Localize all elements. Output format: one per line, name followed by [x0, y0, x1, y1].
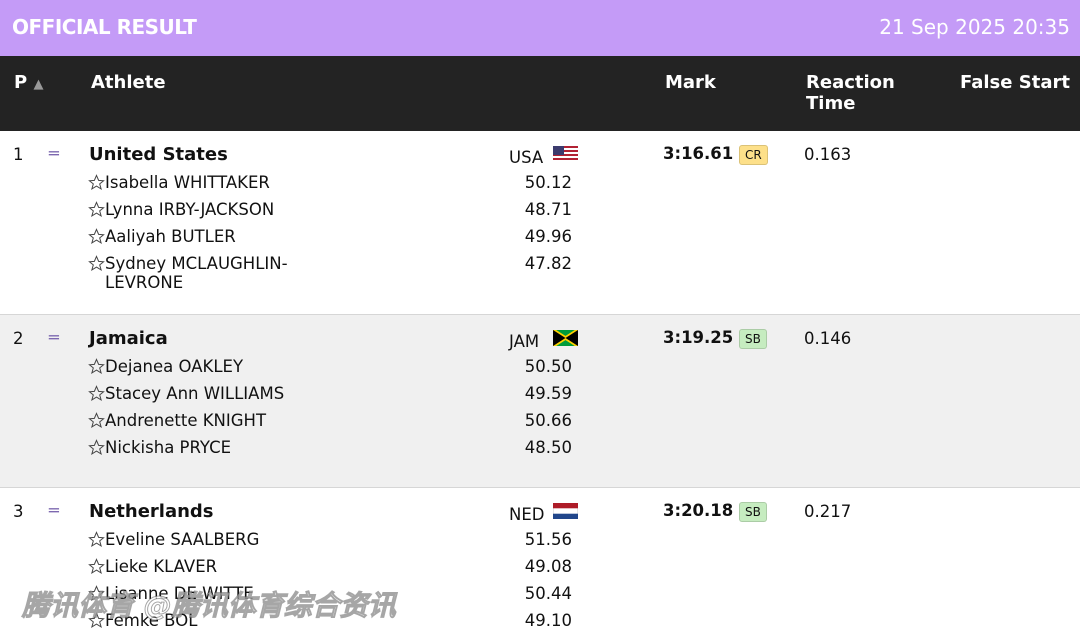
split-time: 49.59 [524, 384, 572, 403]
split-time: 49.96 [524, 227, 572, 246]
split-time: 50.50 [524, 357, 572, 376]
team-name: Netherlands [89, 501, 214, 522]
split-time: 49.10 [524, 611, 572, 630]
favorite-star[interactable] [88, 612, 105, 629]
flag [553, 146, 578, 162]
split-time: 50.44 [524, 584, 572, 603]
mark: 3:19.25 SB [663, 328, 767, 349]
mark-time: 3:20.18 [663, 501, 734, 520]
result-row: 1 ═ United States Isabella WHITTAKER 50.12 Ly… [0, 131, 1080, 315]
rows: 1 ═ United States Isabella WHITTAKER 50.12 Ly… [0, 131, 1080, 638]
split-time: 47.82 [524, 254, 572, 273]
col-athlete: Athlete [91, 72, 166, 93]
favorite-star[interactable] [88, 228, 105, 245]
split-time: 49.08 [524, 557, 572, 576]
team-name: United States [89, 144, 228, 165]
table-header: P ▲ Athlete Mark Reaction Time False Sta… [0, 56, 1080, 131]
position: 1 [13, 145, 24, 164]
reaction-time: 0.163 [804, 145, 852, 164]
tie-icon: ═ [49, 501, 59, 520]
col-false-start: False Start [960, 72, 1070, 93]
favorite-star[interactable] [88, 174, 105, 191]
athlete-name: Lynna IRBY-JACKSON [105, 200, 275, 219]
record-badge: SB [739, 329, 767, 349]
col-mark: Mark [665, 72, 716, 93]
athlete: Lieke KLAVER 49.08 [88, 557, 1080, 584]
country-code: JAM [509, 332, 540, 351]
title-bar: OFFICIAL RESULT 21 Sep 2025 20:35 [0, 0, 1080, 56]
athlete-name: Sydney MCLAUGHLIN-LEVRONE [105, 254, 288, 292]
athlete: Dejanea OAKLEY 50.50 [88, 357, 1080, 384]
position: 2 [13, 329, 24, 348]
athlete: Isabella WHITTAKER 50.12 [88, 173, 1080, 200]
result-row: 3 ═ Netherlands Eveline SAALBERG 51.56 Lieke … [0, 488, 1080, 638]
position: 3 [13, 502, 24, 521]
athlete-name: Lisanne DE WITTE [105, 584, 254, 603]
datetime: 21 Sep 2025 20:35 [879, 15, 1070, 39]
athlete-name: Eveline SAALBERG [105, 530, 260, 549]
record-badge: CR [739, 145, 768, 165]
country-code: NED [509, 505, 545, 524]
country-code: USA [509, 148, 544, 167]
favorite-star[interactable] [88, 439, 105, 456]
athlete: Sydney MCLAUGHLIN-LEVRONE 47.82 [88, 254, 1080, 292]
athlete-name: Dejanea OAKLEY [105, 357, 244, 376]
athlete-name: Isabella WHITTAKER [105, 173, 270, 192]
athlete: Nickisha PRYCE 48.50 [88, 438, 1080, 465]
favorite-star[interactable] [88, 412, 105, 429]
watermark: 腾讯体育 @腾讯体育综合资讯 [22, 589, 397, 623]
split-time: 48.50 [524, 438, 572, 457]
mark: 3:16.61 CR [663, 144, 768, 165]
favorite-star[interactable] [88, 558, 105, 575]
team-name: Jamaica [89, 328, 168, 349]
athlete-name: Andrenette KNIGHT [105, 411, 267, 430]
favorite-star[interactable] [88, 531, 105, 548]
result-row: 2 ═ Jamaica Dejanea OAKLEY 50.50 Stacey Ann W… [0, 315, 1080, 488]
mark-time: 3:19.25 [663, 328, 734, 347]
athlete: Eveline SAALBERG 51.56 [88, 530, 1080, 557]
mark-time: 3:16.61 [663, 144, 734, 163]
favorite-star[interactable] [88, 585, 105, 602]
athlete: Aaliyah BUTLER 49.96 [88, 227, 1080, 254]
athlete-name: Aaliyah BUTLER [105, 227, 236, 246]
tie-icon: ═ [49, 328, 59, 347]
athlete: Lynna IRBY-JACKSON 48.71 [88, 200, 1080, 227]
tie-icon: ═ [49, 144, 59, 163]
athlete: Lisanne DE WITTE 50.44 [88, 584, 1080, 611]
favorite-star[interactable] [88, 385, 105, 402]
mark: 3:20.18 SB [663, 501, 767, 522]
flag [552, 328, 579, 348]
col-label: P [14, 72, 28, 93]
athlete-name: Lieke KLAVER [105, 557, 218, 576]
split-time: 50.66 [524, 411, 572, 430]
favorite-star[interactable] [88, 255, 105, 272]
favorite-star[interactable] [88, 358, 105, 375]
athlete-name: Femke BOL [105, 611, 198, 630]
athlete: Stacey Ann WILLIAMS 49.59 [88, 384, 1080, 411]
reaction-time: 0.146 [804, 329, 852, 348]
split-time: 48.71 [524, 200, 572, 219]
col-reaction: Reaction Time [806, 72, 895, 114]
flag [552, 502, 579, 520]
athlete: Femke BOL 49.10 [88, 611, 1080, 638]
athlete-name: Stacey Ann WILLIAMS [105, 384, 285, 403]
record-badge: SB [739, 502, 767, 522]
col-position[interactable]: P ▲ [14, 72, 44, 93]
split-time: 50.12 [524, 173, 572, 192]
athlete-name: Nickisha PRYCE [105, 438, 232, 457]
split-time: 51.56 [524, 530, 572, 549]
athlete: Andrenette KNIGHT 50.66 [88, 411, 1080, 438]
favorite-star[interactable] [88, 201, 105, 218]
title: OFFICIAL RESULT [12, 15, 197, 39]
reaction-time: 0.217 [804, 502, 852, 521]
